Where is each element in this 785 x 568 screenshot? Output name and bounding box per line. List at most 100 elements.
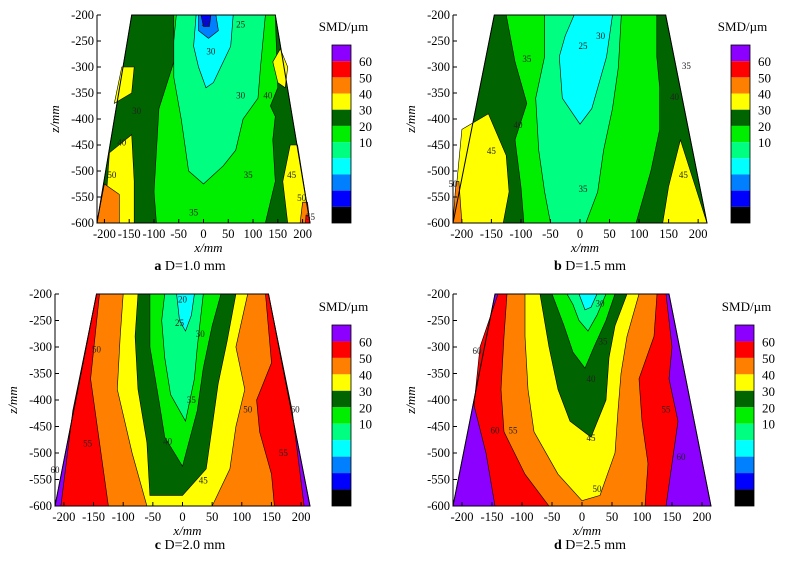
- colorbar-swatch: [735, 489, 754, 506]
- contour-label: 30: [596, 31, 606, 41]
- colorbar-frame: [730, 44, 751, 224]
- colorbar-swatch: [731, 174, 750, 191]
- x-tick-label: 200: [292, 510, 311, 524]
- colorbar-swatch: [332, 357, 351, 375]
- panel-caption: c D=2.0 mm: [155, 538, 226, 553]
- colorbar-tick-label: 60: [758, 54, 771, 69]
- contour-label: 45: [679, 170, 689, 180]
- colorbar-swatch: [332, 423, 351, 441]
- colorbar-frame: [331, 44, 352, 224]
- colorbar-tick-label: 20: [762, 400, 775, 415]
- colorbar-tick-label: 50: [758, 70, 771, 85]
- contour-label: 20: [178, 294, 188, 304]
- x-tick-label: 100: [630, 227, 649, 241]
- y-tick-label: -250: [71, 34, 94, 48]
- y-tick-label: -450: [427, 420, 450, 434]
- contour-label: 60: [491, 426, 501, 436]
- x-tick-label: -150: [481, 510, 504, 524]
- x-tick-label: 50: [606, 510, 619, 524]
- contour-label: 40: [670, 92, 680, 102]
- x-tick-label: 50: [222, 227, 235, 241]
- colorbar-swatch: [735, 440, 754, 457]
- colorbar-frame: [734, 324, 755, 507]
- contour-label: 55: [83, 438, 93, 448]
- y-tick-label: -500: [427, 164, 450, 178]
- contour-band: [551, 293, 616, 369]
- colorbar-swatch: [332, 77, 351, 94]
- x-tick-label: 50: [206, 510, 219, 524]
- x-tick-label: -50: [544, 510, 561, 524]
- colorbar-swatch: [735, 456, 754, 474]
- colorbar-swatch: [332, 109, 351, 126]
- y-tick-label: -350: [427, 86, 450, 100]
- colorbar-tick-label: 10: [359, 417, 372, 432]
- contour-label: 30: [196, 329, 206, 339]
- colorbar-title: SMD/µm: [319, 299, 368, 314]
- colorbar-swatch: [735, 407, 754, 424]
- panel-caption: b D=1.5 mm: [554, 259, 626, 274]
- colorbar-swatch: [731, 142, 750, 159]
- panel-letter: b: [554, 259, 565, 274]
- x-tick-label: -50: [145, 510, 162, 524]
- y-axis-label: z/mm: [403, 105, 418, 133]
- contour-label: 50: [243, 405, 253, 415]
- contour-label: 55: [509, 426, 519, 436]
- x-tick-label: 200: [689, 227, 708, 241]
- contour-label: 55: [306, 212, 316, 222]
- colorbar-tick-label: 60: [359, 54, 372, 69]
- colorbar-swatch: [332, 206, 351, 223]
- colorbar-tick-label: 40: [359, 87, 372, 102]
- panel-b: -200-250-300-350-400-450-500-550-600-200…: [403, 8, 771, 274]
- panel-caption: d D=2.5 mm: [554, 538, 626, 553]
- x-tick-label: -50: [542, 227, 559, 241]
- y-tick-label: -550: [29, 473, 52, 487]
- y-tick-label: -450: [427, 138, 450, 152]
- contour-label: 35: [189, 208, 199, 218]
- x-tick-label: -100: [509, 227, 532, 241]
- x-tick-label: 150: [663, 510, 682, 524]
- y-tick-label: -350: [427, 367, 450, 381]
- x-axis-label: x/mm: [172, 523, 201, 538]
- contour-label: 35: [578, 184, 588, 194]
- y-tick-label: -350: [29, 367, 52, 381]
- colorbar-tick-label: 30: [359, 384, 372, 399]
- y-tick-label: -200: [71, 8, 94, 22]
- contour-label: 40: [117, 137, 127, 147]
- colorbar-tick-label: 20: [758, 119, 771, 134]
- contour-label: 45: [199, 476, 209, 486]
- colorbar-swatch: [735, 357, 754, 375]
- colorbar-title: SMD/µm: [319, 19, 368, 34]
- panel-d: -200-250-300-350-400-450-500-550-600-200…: [403, 287, 775, 553]
- y-tick-label: -250: [29, 314, 52, 328]
- x-tick-label: 200: [293, 227, 312, 241]
- x-tick-label: 50: [603, 227, 616, 241]
- x-tick-label: -200: [451, 510, 474, 524]
- y-tick-label: -500: [29, 446, 52, 460]
- colorbar-swatch: [735, 374, 754, 391]
- contour-label: 30: [132, 106, 142, 116]
- colorbar-swatch: [731, 93, 750, 110]
- colorbar-swatch: [731, 190, 750, 207]
- y-axis-label: z/mm: [5, 386, 20, 414]
- contour-label: 35: [244, 170, 254, 180]
- x-tick-label: 150: [262, 510, 281, 524]
- colorbar-tick-label: 50: [359, 70, 372, 85]
- colorbar-swatch: [731, 109, 750, 126]
- colorbar-swatch: [735, 325, 754, 342]
- y-tick-label: -600: [29, 499, 52, 513]
- colorbar-tick-label: 10: [762, 417, 775, 432]
- y-tick-label: -300: [29, 340, 52, 354]
- contour-label: 60: [473, 346, 483, 356]
- contour-label: 50: [297, 193, 307, 203]
- contour-label: 30: [206, 46, 216, 56]
- contour-label: 35: [522, 54, 532, 64]
- colorbar-tick-label: 50: [359, 351, 372, 366]
- contour-label: 40: [587, 374, 597, 384]
- colorbar-title: SMD/µm: [722, 299, 771, 314]
- y-tick-label: -550: [427, 473, 450, 487]
- x-tick-label: 0: [200, 227, 206, 241]
- y-axis-label: z/mm: [47, 105, 62, 133]
- colorbar-tick-label: 10: [758, 135, 771, 150]
